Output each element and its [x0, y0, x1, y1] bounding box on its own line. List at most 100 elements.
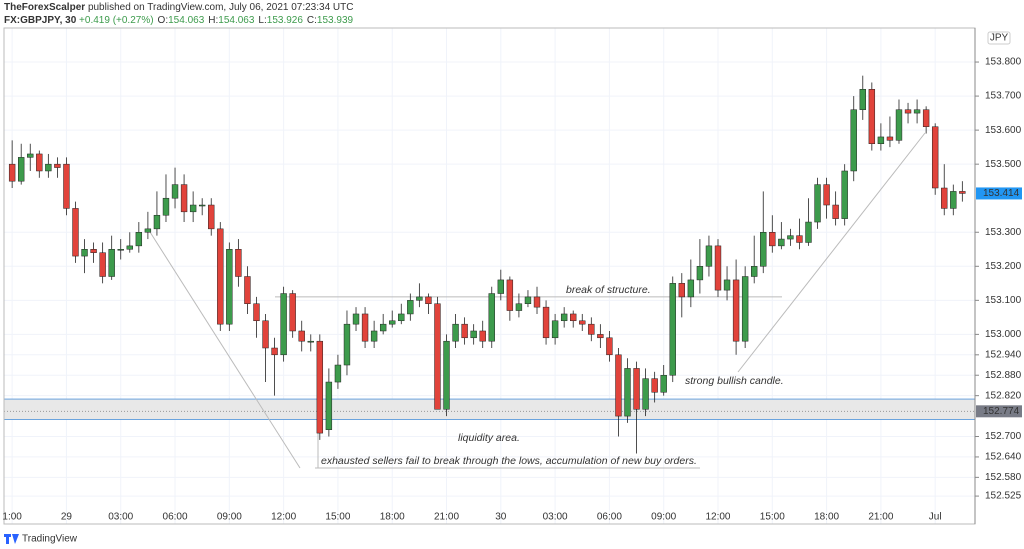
candle-body — [153, 214, 161, 230]
candle-body — [560, 313, 568, 322]
candle-body — [99, 252, 106, 277]
ohlc-key: H: — [208, 15, 218, 26]
logo-icon — [4, 534, 19, 544]
candle-body — [950, 191, 957, 209]
candle-body — [18, 157, 25, 182]
y-tick-label: 153.800 — [985, 57, 1022, 68]
candle-body — [180, 184, 188, 213]
change: +0.419 (+0.27%) — [79, 15, 154, 26]
annotation: exhausted sellers fail to break through … — [321, 455, 697, 467]
x-tick-label: 06:00 — [163, 512, 188, 523]
candle-body — [497, 279, 505, 294]
footer-logo: TradingView — [4, 534, 78, 545]
y-tick-label: 153.600 — [985, 125, 1022, 136]
plot-area — [3, 28, 976, 524]
candle-body — [171, 184, 179, 199]
y-tick-label: 153.200 — [985, 261, 1022, 272]
candle-body — [723, 279, 731, 291]
candle-body — [162, 197, 170, 216]
candle-body — [90, 249, 97, 253]
candle-body — [787, 235, 794, 240]
candle-body — [959, 191, 966, 194]
y-tick-label: 152.640 — [985, 452, 1022, 463]
last-price-box — [976, 187, 1022, 200]
ohlc-key: C: — [307, 15, 317, 26]
candle-body — [542, 306, 550, 339]
candle-body — [606, 337, 613, 356]
candle-body — [208, 204, 215, 230]
candle-body — [126, 245, 133, 250]
candle-body — [217, 228, 224, 325]
candle-body — [443, 340, 450, 410]
candle-body — [669, 283, 676, 376]
x-tick-label: 15:00 — [760, 512, 785, 523]
candle-body — [931, 126, 939, 189]
candle-body — [280, 293, 287, 356]
candle-body — [841, 170, 848, 219]
candle-body — [850, 109, 857, 172]
candle-body — [425, 296, 432, 304]
candle-body — [81, 249, 88, 257]
candle-body — [226, 249, 233, 325]
x-tick-label: 06:00 — [597, 512, 622, 523]
ohlc-value: 153.939 — [317, 15, 354, 26]
candle-body — [922, 109, 930, 127]
symbol-line: FX:GBPJPY, 30 +0.419 (+0.27%) O:154.063 H:… — [4, 15, 354, 26]
header-line: TheForexScalper published on TradingView… — [4, 2, 353, 13]
annotation: liquidity area. — [458, 432, 520, 444]
candle-body — [705, 245, 713, 267]
y-tick-label: 152.580 — [985, 472, 1022, 483]
y-tick-label: 152.820 — [985, 390, 1022, 401]
candle-body — [760, 232, 767, 267]
candle-body — [398, 313, 405, 322]
candle-body — [633, 368, 640, 410]
candle-body — [941, 187, 948, 209]
candle-body — [551, 320, 559, 339]
y-tick-label: 153.300 — [985, 227, 1022, 238]
x-tick-label: 12:00 — [271, 512, 296, 523]
y-tick-label: 152.880 — [985, 370, 1022, 381]
candle-body — [814, 184, 821, 223]
candle-body — [479, 330, 486, 342]
ohlc: O:154.063 H:154.063 L:153.926 C:153.939 — [158, 15, 354, 26]
candle-body — [235, 249, 242, 277]
ohlc-value: 154.063 — [218, 15, 255, 26]
trend-line — [149, 231, 301, 469]
candle-body — [868, 89, 876, 144]
candle-body — [298, 330, 305, 342]
zone-price-box — [976, 405, 1022, 418]
candle-body — [651, 378, 658, 393]
annotation: break of structure. — [566, 284, 651, 296]
published: published on TradingView.com, July 06, 2… — [88, 2, 354, 13]
candle-body — [570, 313, 577, 322]
publisher: TheForexScalper — [4, 2, 85, 13]
candle-body — [805, 221, 812, 243]
candle-body — [198, 204, 206, 207]
x-tick-label: 21:00 — [434, 512, 459, 523]
candle-body — [579, 320, 586, 325]
candle-body — [379, 323, 387, 332]
candle-body — [624, 368, 631, 417]
zone-price-label: 152.774 — [983, 406, 1020, 417]
x-tick-label: 30 — [495, 512, 507, 523]
candle-body — [732, 279, 740, 342]
candle-body — [642, 378, 649, 410]
symbol: FX:GBPJPY, 30 — [4, 15, 77, 26]
candle-body — [244, 276, 251, 304]
candle-body — [877, 136, 885, 144]
candle-body — [63, 163, 70, 209]
candle-body — [660, 374, 667, 393]
candle-body — [45, 163, 52, 172]
candle-body — [253, 303, 260, 322]
x-tick-label: 09:00 — [217, 512, 242, 523]
candle-body — [769, 232, 776, 247]
candle-body — [741, 276, 749, 342]
candle-body — [886, 136, 894, 141]
candle-body — [72, 208, 79, 257]
candle-body — [533, 296, 541, 308]
currency-box — [987, 31, 1011, 45]
candle-body — [54, 163, 61, 168]
candle-body — [832, 204, 839, 219]
y-tick-label: 153.000 — [985, 329, 1022, 340]
candle-body — [515, 303, 523, 311]
